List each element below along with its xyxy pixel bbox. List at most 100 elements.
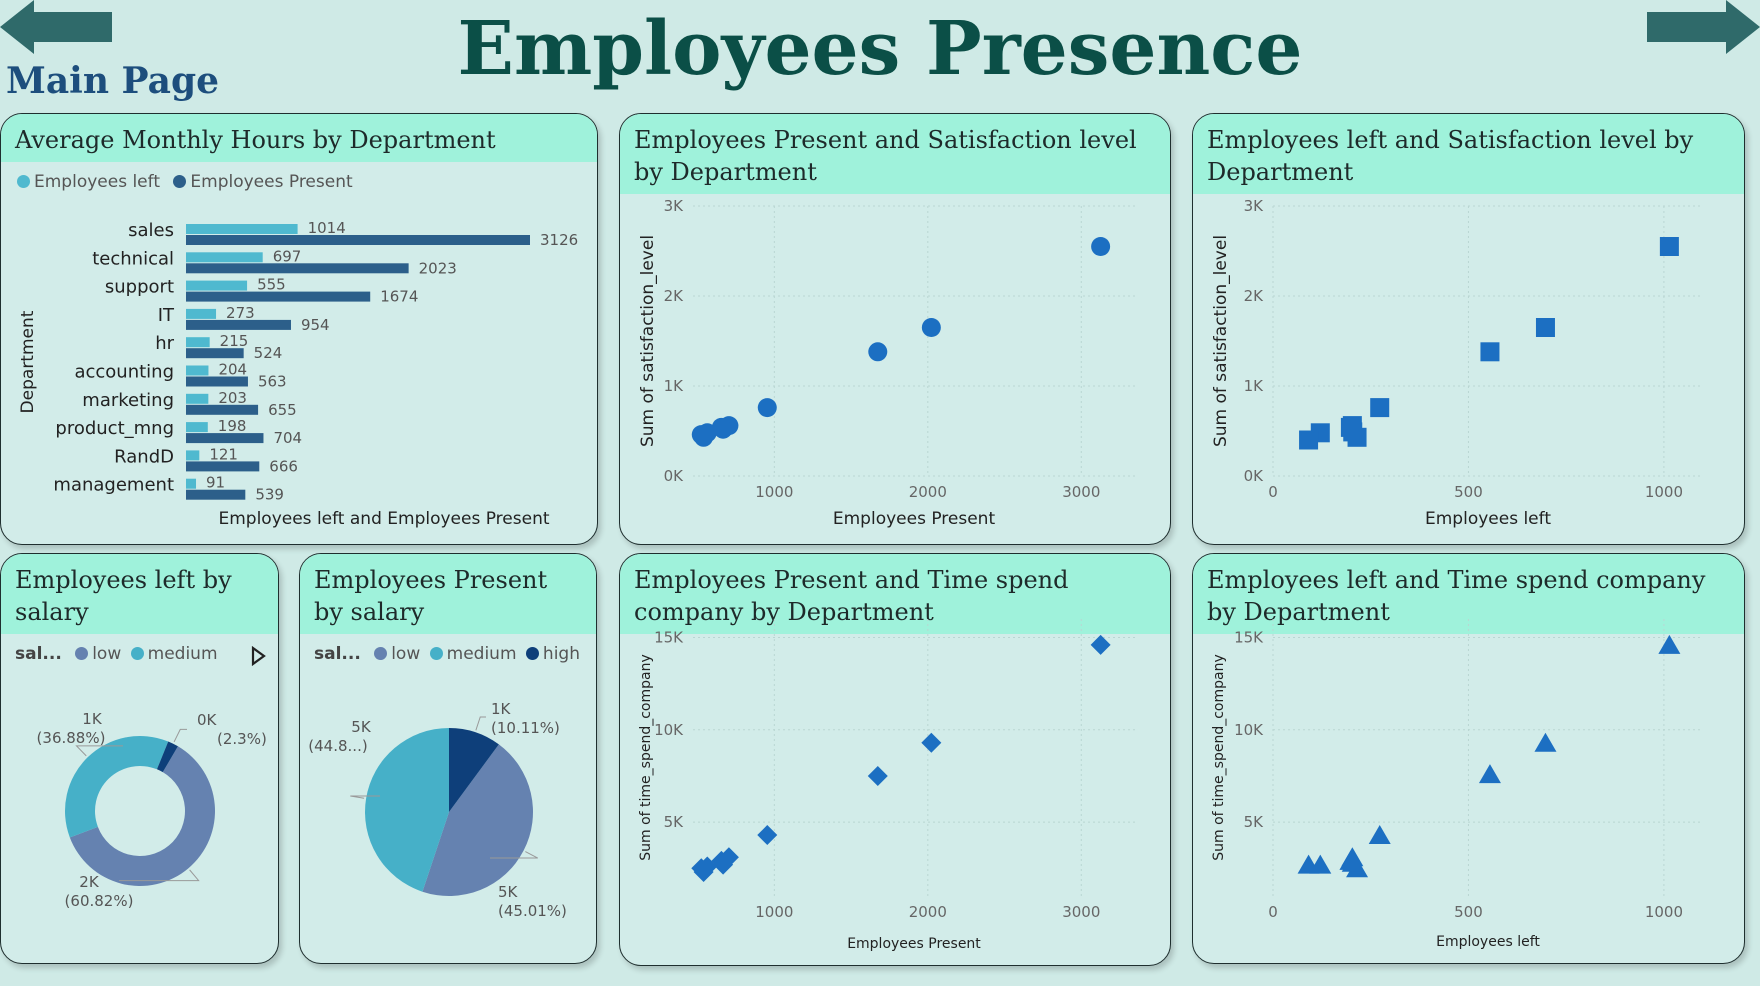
card-title: Employees Present by salary <box>300 554 596 634</box>
legend-employees-present[interactable]: Employees Present <box>190 172 353 192</box>
pie-slice <box>69 746 216 886</box>
scatter-point <box>1340 417 1360 437</box>
bar-employees-present <box>186 348 244 359</box>
leader-line <box>119 869 200 882</box>
leader-line <box>475 716 486 731</box>
legend-high[interactable]: high <box>542 644 580 664</box>
x-tick-label: 3000 <box>1062 483 1100 501</box>
scatter-present-satisfaction-chart: 0K 1K 2K 3K 1000 2000 3000 Employees Present Sum… <box>638 197 1135 529</box>
x-tick-label: 500 <box>1454 903 1483 921</box>
y-tick-label: 0K <box>1244 467 1265 485</box>
card-title: Average Monthly Hours by Department <box>1 114 597 162</box>
card-title: Employees left and Satisfaction level by… <box>1193 114 1744 194</box>
x-tick-label: 0 <box>1268 483 1278 501</box>
slice-value-label: 5K <box>351 718 372 736</box>
slice-percent-label: (10.11%) <box>491 719 560 737</box>
category-label: RandD <box>114 446 174 467</box>
legend-low[interactable]: low <box>92 644 122 664</box>
scatter-point <box>1478 764 1501 784</box>
x-tick-label: 1000 <box>1645 903 1683 921</box>
scatter-point <box>1368 825 1391 845</box>
slice-value-label: 1K <box>491 700 512 718</box>
category-label: marketing <box>82 390 174 411</box>
legend-dot-medium <box>130 647 144 660</box>
slice-percent-label: (44.8...) <box>308 737 367 755</box>
legend-medium[interactable]: medium <box>147 644 218 664</box>
data-label-left: 198 <box>218 417 247 435</box>
x-tick-label: 2000 <box>909 483 947 501</box>
scatter-present-time-card: Employees Present and Time spend company… <box>619 553 1171 966</box>
scatter-left-satisfaction-card: Employees left and Satisfaction level by… <box>1192 113 1745 545</box>
scatter-point <box>1658 634 1681 654</box>
y-tick-label: 10K <box>1234 721 1264 739</box>
bar-employees-present <box>186 404 259 415</box>
bar-employees-present <box>186 461 260 472</box>
legend-dot-low <box>75 647 89 660</box>
card-title: Employees Present and Time spend company… <box>620 554 1170 634</box>
scatter-present-time-chart: 5K 10K 15K 1000 2000 3000 Employees Present Sum… <box>638 619 1135 952</box>
leader-line <box>350 795 380 799</box>
bar-employees-present <box>186 263 409 274</box>
y-tick-label: 5K <box>664 813 685 831</box>
x-axis-label: Employees left <box>1436 934 1540 950</box>
y-axis-label: Sum of time_spend_company <box>638 654 654 861</box>
slice-value-label: 5K <box>498 883 519 901</box>
bar-legend: Employees left Employees Present <box>9 172 353 192</box>
y-tick-label: 2K <box>1244 287 1265 305</box>
legend-low[interactable]: low <box>391 644 421 664</box>
legend-medium[interactable]: medium <box>446 644 517 664</box>
y-tick-label: 3K <box>664 197 685 215</box>
bar-employees-present <box>186 291 371 302</box>
scatter-left-time-card: Employees left and Time spend company by… <box>1192 553 1745 964</box>
x-axis-label: Employees left and Employees Present <box>218 509 549 529</box>
pie-legend: sal... low medium high <box>314 644 580 664</box>
page-title: Employees Presence <box>457 6 1303 92</box>
y-axis-label: Sum of time_spend_company <box>1211 654 1227 861</box>
bar-employees-left <box>186 224 298 234</box>
scatter-point <box>1091 237 1111 256</box>
scatter-point <box>1297 854 1320 874</box>
legend-dot-medium <box>429 647 443 660</box>
pie-chart: 5K(45.01%)5K(44.8...)1K(10.11%) <box>308 700 567 920</box>
bar-employees-left <box>186 365 209 376</box>
bar-employees-left <box>186 450 200 461</box>
x-tick-label: 2000 <box>909 903 947 921</box>
y-tick-label: 2K <box>664 287 685 305</box>
category-label: technical <box>92 248 174 269</box>
donut-legend: sal... low medium <box>15 644 218 664</box>
data-label-present: 3126 <box>540 231 578 249</box>
pie-slice <box>449 728 499 812</box>
arrow-left-icon[interactable] <box>0 0 115 56</box>
scatter-left-time-chart: 5K 10K 15K 0 500 1000 Employees left Sum of tim… <box>1211 619 1703 950</box>
x-tick-label: 1000 <box>755 903 793 921</box>
scatter-point <box>1339 850 1362 870</box>
data-label-present: 563 <box>258 373 287 391</box>
category-label: sales <box>128 220 174 241</box>
category-label: product_mng <box>55 418 174 439</box>
bar-employees-left <box>186 478 197 489</box>
data-label-left: 697 <box>273 247 302 265</box>
play-icon[interactable] <box>250 646 266 666</box>
scatter-point <box>1370 398 1390 418</box>
scatter-point <box>757 398 777 418</box>
legend-employees-left[interactable]: Employees left <box>34 172 160 192</box>
scatter-present-satisfaction-card: Employees Present and Satisfaction level… <box>619 113 1171 545</box>
scatter-point <box>868 342 888 362</box>
main-page-link[interactable]: Main Page <box>6 60 220 102</box>
bar-employees-present <box>186 235 530 245</box>
data-label-left: 121 <box>209 445 238 463</box>
bar-employees-left <box>186 308 217 319</box>
legend-dot-present <box>173 175 187 188</box>
bar-employees-left <box>186 252 263 263</box>
scatter-point <box>757 825 778 846</box>
data-label-present: 539 <box>255 486 284 504</box>
y-tick-label: 10K <box>654 721 684 739</box>
scatter-point <box>1659 237 1679 256</box>
scatter-point <box>921 318 941 337</box>
y-tick-label: 15K <box>654 628 684 646</box>
x-tick-label: 1000 <box>1645 483 1683 501</box>
y-tick-label: 1K <box>664 377 685 395</box>
bar-employees-present <box>186 433 264 444</box>
category-label: IT <box>158 305 175 326</box>
arrow-right-icon[interactable] <box>1644 0 1760 56</box>
